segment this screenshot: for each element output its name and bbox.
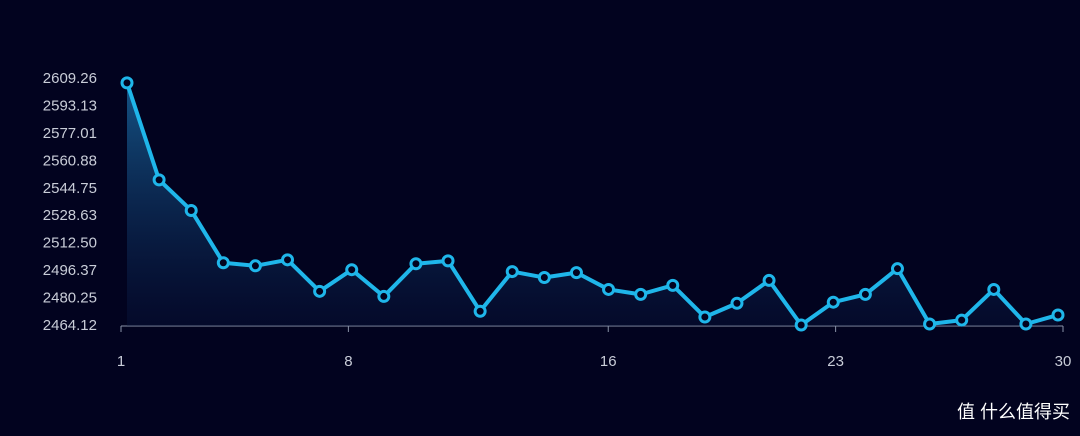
point bbox=[248, 259, 262, 273]
point bbox=[698, 310, 712, 324]
y-tick-label: 2609.26 bbox=[43, 70, 97, 87]
y-tick-label: 2480.25 bbox=[43, 290, 97, 307]
point bbox=[505, 265, 519, 279]
point bbox=[634, 287, 648, 301]
point bbox=[666, 278, 680, 292]
watermark: 值 什么值得买 bbox=[957, 402, 1070, 422]
x-tick-label: 16 bbox=[600, 353, 617, 370]
point bbox=[152, 173, 166, 187]
y-tick-label: 2577.01 bbox=[43, 125, 97, 142]
y-tick-label: 2593.13 bbox=[43, 97, 97, 114]
area bbox=[127, 82, 1058, 327]
point bbox=[858, 287, 872, 301]
point bbox=[987, 282, 1001, 296]
point bbox=[1051, 308, 1065, 322]
y-tick-label: 2528.63 bbox=[43, 207, 97, 224]
point bbox=[409, 257, 423, 271]
point bbox=[281, 253, 295, 267]
point bbox=[120, 76, 134, 90]
point bbox=[441, 254, 455, 268]
point bbox=[602, 282, 616, 296]
point bbox=[569, 266, 583, 280]
point bbox=[923, 317, 937, 331]
point bbox=[184, 203, 198, 217]
y-tick-label: 2512.50 bbox=[43, 235, 97, 252]
x-tick-label: 23 bbox=[827, 353, 844, 370]
point bbox=[537, 271, 551, 285]
point bbox=[794, 318, 808, 332]
point bbox=[1019, 317, 1033, 331]
point bbox=[313, 284, 327, 298]
point bbox=[826, 295, 840, 309]
point bbox=[345, 263, 359, 277]
x-tick-label: 1 bbox=[117, 353, 125, 370]
point bbox=[890, 262, 904, 276]
y-tick-label: 2560.88 bbox=[43, 152, 97, 169]
point bbox=[473, 304, 487, 318]
y-tick-label: 2544.75 bbox=[43, 180, 97, 197]
x-tick-label: 8 bbox=[344, 353, 352, 370]
point bbox=[762, 273, 776, 287]
y-tick-label: 2464.12 bbox=[43, 317, 97, 334]
point bbox=[730, 296, 744, 310]
point bbox=[955, 313, 969, 327]
x-tick-label: 30 bbox=[1055, 353, 1072, 370]
point bbox=[216, 256, 230, 270]
point bbox=[377, 289, 391, 303]
y-tick-label: 2496.37 bbox=[43, 262, 97, 279]
